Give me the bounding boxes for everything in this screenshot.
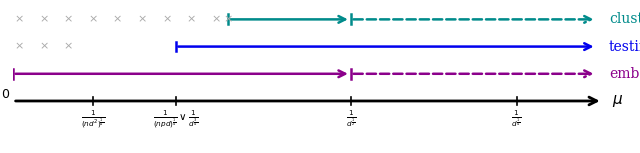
Text: $\times$: $\times$: [211, 14, 220, 24]
Text: $\times$: $\times$: [63, 41, 73, 52]
Text: $\frac{1}{(npd)^{\frac{1}{4}}} \vee \frac{1}{d^{\frac{3}{4}}}$: $\frac{1}{(npd)^{\frac{1}{4}}} \vee \fra…: [153, 109, 198, 131]
Text: $\times$: $\times$: [161, 14, 172, 24]
Text: $\times$: $\times$: [88, 14, 97, 24]
Text: $\mu$: $\mu$: [612, 93, 623, 109]
Text: testing: testing: [609, 40, 640, 54]
Text: $\frac{1}{d^{\frac{1}{4}}}$: $\frac{1}{d^{\frac{1}{4}}}$: [511, 109, 522, 129]
Text: $\times$: $\times$: [14, 41, 24, 52]
Text: $\times$: $\times$: [113, 14, 122, 24]
Text: $\times$: $\times$: [38, 14, 49, 24]
Text: $\times$: $\times$: [14, 14, 24, 24]
Text: $\frac{1}{d^{\frac{1}{2}}}$: $\frac{1}{d^{\frac{1}{2}}}$: [346, 109, 356, 129]
Text: $\times$: $\times$: [38, 41, 49, 52]
Text: $\times$: $\times$: [223, 14, 233, 24]
Text: $\times$: $\times$: [186, 14, 196, 24]
Text: $0$: $0$: [1, 88, 10, 101]
Text: $\times$: $\times$: [137, 14, 147, 24]
Text: $\frac{1}{(nd^2)^{\frac{1}{4}}}$: $\frac{1}{(nd^2)^{\frac{1}{4}}}$: [81, 109, 105, 131]
Text: embedding: embedding: [609, 67, 640, 81]
Text: clustering: clustering: [609, 12, 640, 26]
Text: $\times$: $\times$: [63, 14, 73, 24]
